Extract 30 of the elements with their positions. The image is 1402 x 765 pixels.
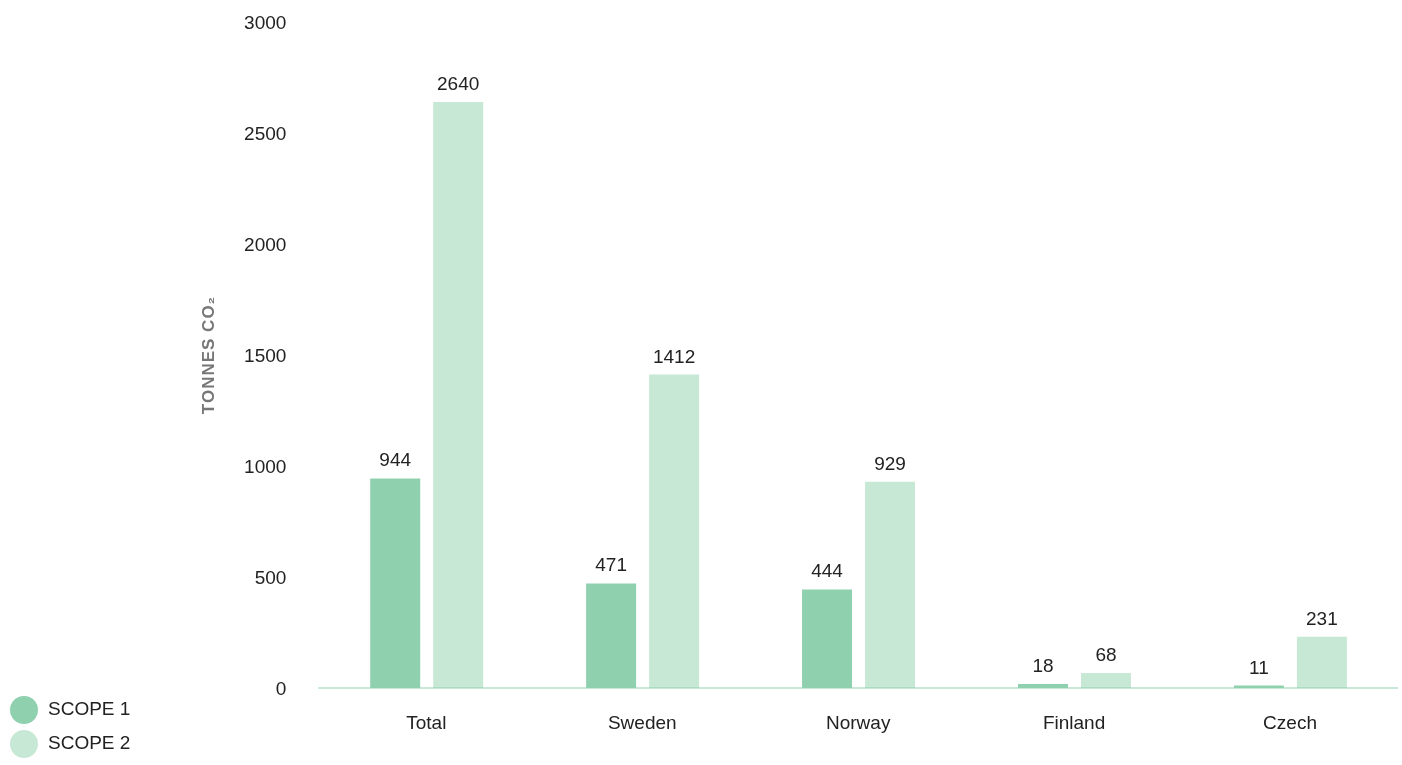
data-label: 231 (1306, 607, 1338, 629)
data-label: 1412 (652, 345, 696, 367)
data-label: 68 (1095, 643, 1117, 665)
y-tick-label: 3000 (244, 11, 287, 33)
y-tick-label: 500 (254, 566, 287, 588)
y-tick-label: 2500 (244, 122, 287, 144)
y-tick-label: 2000 (244, 233, 287, 255)
data-label: 11 (1249, 656, 1269, 678)
bar (1080, 672, 1131, 688)
data-label: 929 (874, 452, 906, 474)
x-tick-label: Finland (1042, 712, 1106, 734)
y-tick-label: 1500 (244, 344, 287, 366)
bar (649, 374, 700, 688)
x-tick-label: Czech (1263, 712, 1317, 734)
bar (433, 101, 484, 688)
data-label: 18 (1032, 655, 1054, 676)
y-tick-label: 1000 (244, 455, 287, 477)
data-label: 444 (811, 560, 844, 582)
legend-label: SCOPE 1 (48, 698, 131, 719)
data-label: 944 (379, 449, 412, 471)
legend-label: SCOPE 2 (48, 732, 131, 753)
x-tick-label: Sweden (607, 712, 677, 734)
x-tick-label: Norway (825, 712, 891, 734)
x-tick-label: Total (406, 712, 447, 734)
data-label: 2640 (437, 72, 480, 94)
y-tick-label: 0 (275, 677, 287, 699)
y-axis-title: TONNES CO₂ (199, 295, 219, 415)
bar (1296, 636, 1347, 688)
data-label: 471 (595, 554, 627, 576)
bar (865, 481, 916, 688)
